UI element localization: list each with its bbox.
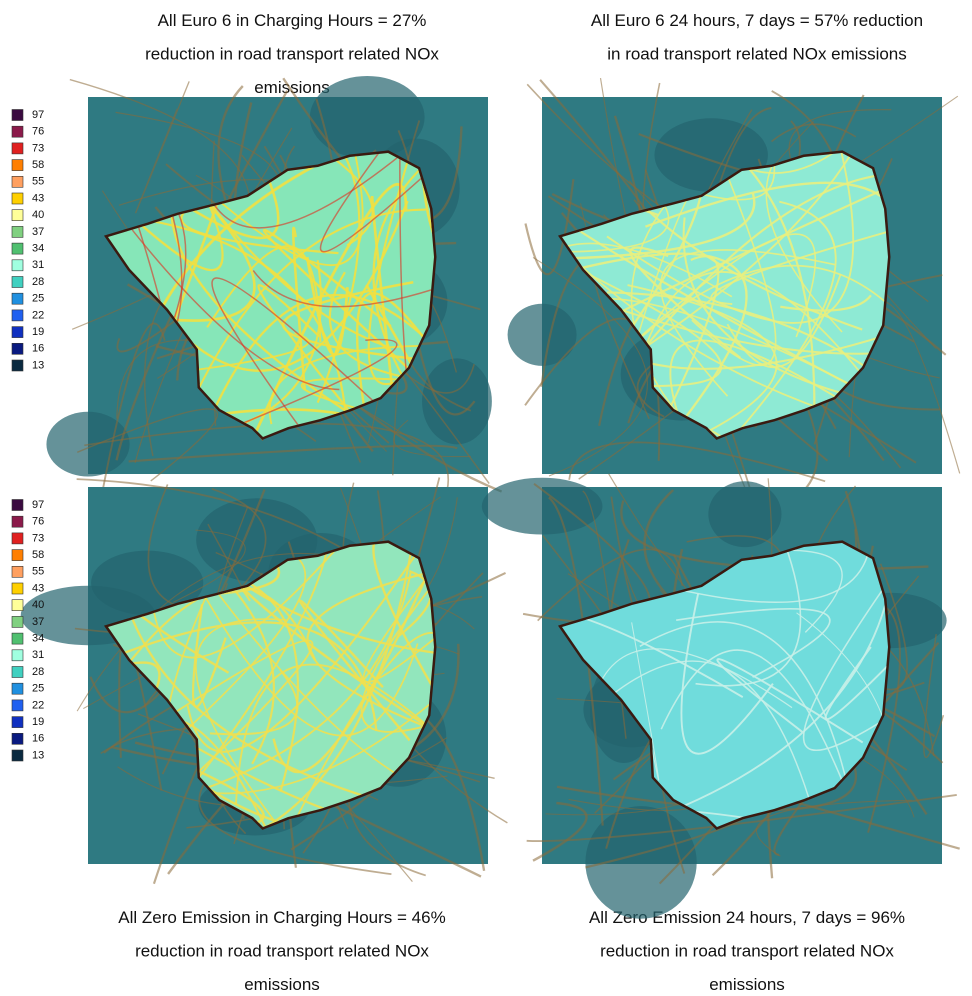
- legend-swatch: [12, 516, 23, 527]
- legend-swatch: [12, 600, 23, 611]
- legend-swatch: [12, 310, 23, 321]
- caption-line: emissions: [244, 975, 320, 994]
- legend-swatch: [12, 176, 23, 187]
- legend-label: 97: [32, 499, 44, 511]
- caption-line: emissions: [709, 975, 785, 994]
- legend-swatch: [12, 533, 23, 544]
- caption-line: reduction in road transport related NOx: [135, 942, 429, 961]
- legend-swatch: [12, 260, 23, 271]
- legend-label: 40: [32, 599, 44, 611]
- map-panel: [21, 468, 508, 883]
- legend-swatch: [12, 210, 23, 221]
- map-block: [482, 478, 603, 535]
- legend-label: 19: [32, 716, 44, 728]
- legend-swatch: [12, 126, 23, 137]
- legend-swatch: [12, 243, 23, 254]
- legend-label: 28: [32, 276, 44, 288]
- legend-swatch: [12, 160, 23, 171]
- caption-line: reduction in road transport related NOx: [145, 45, 439, 64]
- legend-swatch: [12, 110, 23, 121]
- legend-label: 25: [32, 683, 44, 695]
- legend-swatch: [12, 360, 23, 371]
- legend-swatch: [12, 550, 23, 561]
- legend-swatch: [12, 143, 23, 154]
- map-block: [422, 358, 492, 444]
- caption-line: reduction in road transport related NOx: [600, 942, 894, 961]
- legend-label: 13: [32, 749, 44, 761]
- legend-swatch: [12, 583, 23, 594]
- legend-swatch: [12, 733, 23, 744]
- caption-line: emissions: [254, 78, 330, 97]
- legend-swatch: [12, 750, 23, 761]
- legend-label: 97: [32, 109, 44, 121]
- legend-label: 34: [32, 633, 44, 645]
- legend-swatch: [12, 650, 23, 661]
- caption-line: All Euro 6 24 hours, 7 days = 57% reduct…: [591, 11, 923, 30]
- legend-swatch: [12, 717, 23, 728]
- legend-label: 58: [32, 159, 44, 171]
- legend-label: 37: [32, 616, 44, 628]
- map-block: [508, 304, 577, 366]
- figure: All Euro 6 in Charging Hours = 27% reduct…: [0, 0, 972, 996]
- legend-swatch: [12, 327, 23, 338]
- legend-label: 55: [32, 566, 44, 578]
- legend-label: 58: [32, 549, 44, 561]
- map-block: [310, 76, 425, 159]
- legend-label: 22: [32, 699, 44, 711]
- legend-swatch: [12, 616, 23, 627]
- canvas: All Euro 6 in Charging Hours = 27% reduct…: [0, 0, 972, 996]
- caption-line: in road transport related NOx emissions: [607, 45, 907, 64]
- legend-swatch: [12, 566, 23, 577]
- legend-label: 73: [32, 142, 44, 154]
- legend-label: 76: [32, 126, 44, 138]
- legend-swatch: [12, 293, 23, 304]
- legend-swatch: [12, 277, 23, 288]
- legend-swatch: [12, 700, 23, 711]
- map-panel: [46, 76, 501, 492]
- legend-label: 43: [32, 582, 44, 594]
- caption-line: All Zero Emission in Charging Hours = 46…: [118, 908, 445, 927]
- legend-swatch: [12, 193, 23, 204]
- legend-label: 13: [32, 359, 44, 371]
- legend-label: 40: [32, 209, 44, 221]
- legend-label: 16: [32, 733, 44, 745]
- legend-swatch: [12, 683, 23, 694]
- legend-swatch: [12, 667, 23, 678]
- legend-swatch: [12, 343, 23, 354]
- legend-label: 19: [32, 326, 44, 338]
- legend-label: 25: [32, 293, 44, 305]
- legend-label: 16: [32, 343, 44, 355]
- legend-label: 28: [32, 666, 44, 678]
- legend-label: 22: [32, 309, 44, 321]
- map-panel: [508, 78, 961, 492]
- legend-label: 55: [32, 176, 44, 188]
- legend-label: 43: [32, 192, 44, 204]
- legend-label: 76: [32, 516, 44, 528]
- legend-swatch: [12, 226, 23, 237]
- legend-label: 31: [32, 259, 44, 271]
- caption-line: All Euro 6 in Charging Hours = 27%: [158, 11, 427, 30]
- legend-label: 73: [32, 532, 44, 544]
- legend-label: 37: [32, 226, 44, 238]
- legend-label: 34: [32, 243, 44, 255]
- map-panel: [482, 474, 960, 919]
- legend-label: 31: [32, 649, 44, 661]
- legend-swatch: [12, 500, 23, 511]
- legend-swatch: [12, 633, 23, 644]
